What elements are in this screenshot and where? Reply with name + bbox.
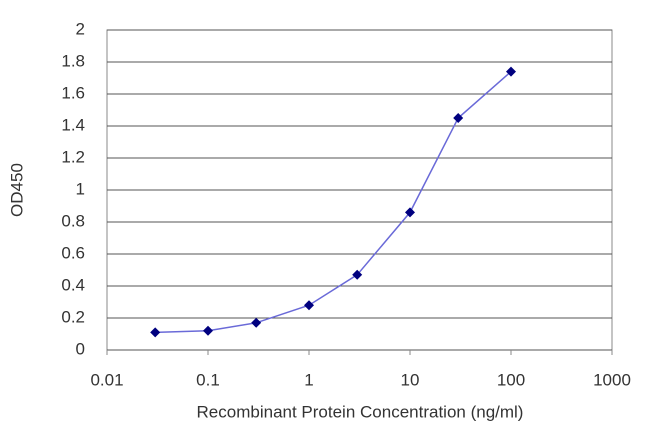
y-tick-label: 0.8 <box>61 211 85 230</box>
point <box>352 269 363 280</box>
series-line <box>155 71 512 334</box>
y-tick-label: 0.6 <box>61 243 85 262</box>
x-tick-label: 100 <box>497 370 525 389</box>
x-tick-label: 0.01 <box>90 370 123 389</box>
point <box>251 317 262 328</box>
y-tick-label: 1.2 <box>61 147 85 166</box>
y-tick-label: 1.6 <box>61 83 85 102</box>
point <box>150 327 161 338</box>
y-tick-label: 0.4 <box>61 275 85 294</box>
x-tick-label: 0.1 <box>196 370 220 389</box>
point <box>203 325 213 336</box>
point <box>453 113 464 123</box>
point <box>304 300 314 311</box>
x-tick-label: 10 <box>401 370 420 389</box>
point <box>506 66 516 77</box>
y-tick-label: 1.4 <box>61 115 85 134</box>
x-axis-title: Recombinant Protein Concentration (ng/ml… <box>197 402 524 421</box>
x-tick-label: 1000 <box>593 370 631 389</box>
y-tick-label: 2 <box>76 19 85 38</box>
point <box>405 207 415 218</box>
y-axis-title: OD450 <box>7 163 26 217</box>
y-tick-label: 0 <box>76 339 85 358</box>
y-tick-label: 1.8 <box>61 51 85 70</box>
y-tick-label: 1 <box>76 179 85 198</box>
x-tick-label: 1 <box>304 370 313 389</box>
y-tick-label: 0.2 <box>61 307 85 326</box>
